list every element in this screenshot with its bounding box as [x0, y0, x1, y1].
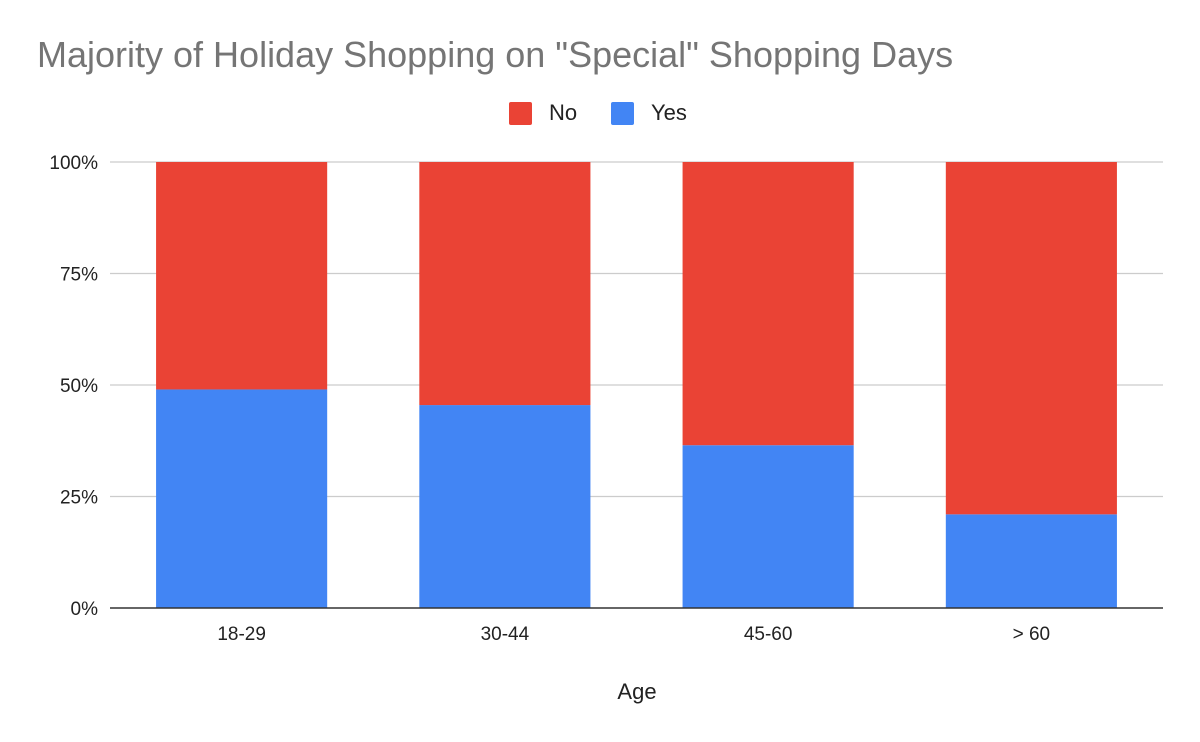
x-tick-label: 30-44: [481, 624, 530, 645]
bar-no-3: [682, 162, 854, 446]
y-tick-label: 0%: [71, 599, 99, 620]
x-tick-label: > 60: [1013, 624, 1051, 645]
legend-item-no[interactable]: No: [509, 100, 577, 126]
x-axis-title: Age: [617, 679, 656, 704]
bar-yes-4: [945, 514, 1117, 608]
bars: [156, 162, 1117, 608]
x-tick-label: 45-60: [744, 624, 793, 645]
legend-label-no: No: [549, 100, 578, 125]
bar-yes-1: [156, 389, 328, 608]
legend: No Yes: [0, 100, 1200, 126]
legend-swatch-yes: [611, 101, 634, 125]
y-tick-label: 75%: [60, 265, 98, 286]
legend-item-yes[interactable]: Yes: [611, 100, 687, 126]
bar-yes-3: [682, 445, 854, 608]
axes: 0% 25% 50% 75% 100% 18-29 30-44 45-60 > 60: [49, 153, 1163, 645]
bar-no-4: [945, 162, 1117, 515]
bar-yes-2: [419, 405, 591, 608]
y-tick-label: 50%: [60, 376, 98, 397]
y-tick-label: 25%: [60, 488, 98, 509]
chart-title: Majority of Holiday Shopping on "Special…: [37, 34, 954, 75]
y-tick-label: 100%: [49, 153, 98, 174]
legend-swatch-no: [509, 101, 532, 125]
bar-no-1: [156, 162, 328, 390]
legend-label-yes: Yes: [651, 100, 687, 125]
bar-no-2: [419, 162, 591, 406]
x-tick-label: 18-29: [217, 624, 266, 645]
